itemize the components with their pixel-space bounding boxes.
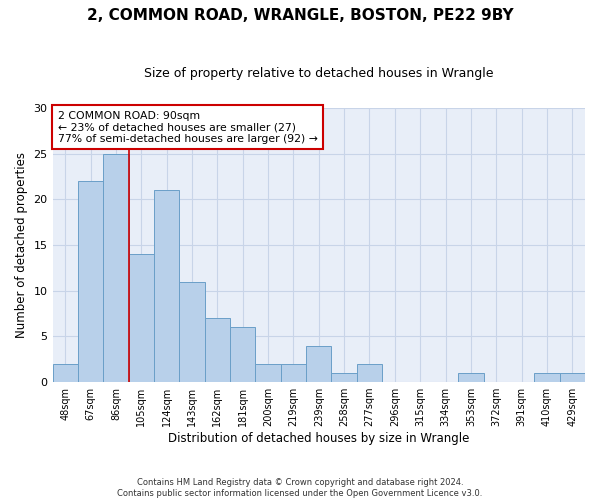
Bar bbox=[357, 364, 382, 382]
Bar bbox=[458, 373, 484, 382]
Text: 2 COMMON ROAD: 90sqm
← 23% of detached houses are smaller (27)
77% of semi-detac: 2 COMMON ROAD: 90sqm ← 23% of detached h… bbox=[58, 111, 318, 144]
X-axis label: Distribution of detached houses by size in Wrangle: Distribution of detached houses by size … bbox=[168, 432, 469, 445]
Bar bbox=[128, 254, 154, 382]
Y-axis label: Number of detached properties: Number of detached properties bbox=[15, 152, 28, 338]
Bar bbox=[154, 190, 179, 382]
Bar bbox=[534, 373, 560, 382]
Text: 2, COMMON ROAD, WRANGLE, BOSTON, PE22 9BY: 2, COMMON ROAD, WRANGLE, BOSTON, PE22 9B… bbox=[86, 8, 514, 22]
Bar bbox=[103, 154, 128, 382]
Bar bbox=[53, 364, 78, 382]
Bar bbox=[306, 346, 331, 382]
Bar bbox=[256, 364, 281, 382]
Title: Size of property relative to detached houses in Wrangle: Size of property relative to detached ho… bbox=[144, 68, 494, 80]
Bar bbox=[281, 364, 306, 382]
Bar bbox=[179, 282, 205, 382]
Bar bbox=[560, 373, 585, 382]
Text: Contains HM Land Registry data © Crown copyright and database right 2024.
Contai: Contains HM Land Registry data © Crown c… bbox=[118, 478, 482, 498]
Bar bbox=[230, 328, 256, 382]
Bar bbox=[78, 181, 103, 382]
Bar bbox=[331, 373, 357, 382]
Bar bbox=[205, 318, 230, 382]
